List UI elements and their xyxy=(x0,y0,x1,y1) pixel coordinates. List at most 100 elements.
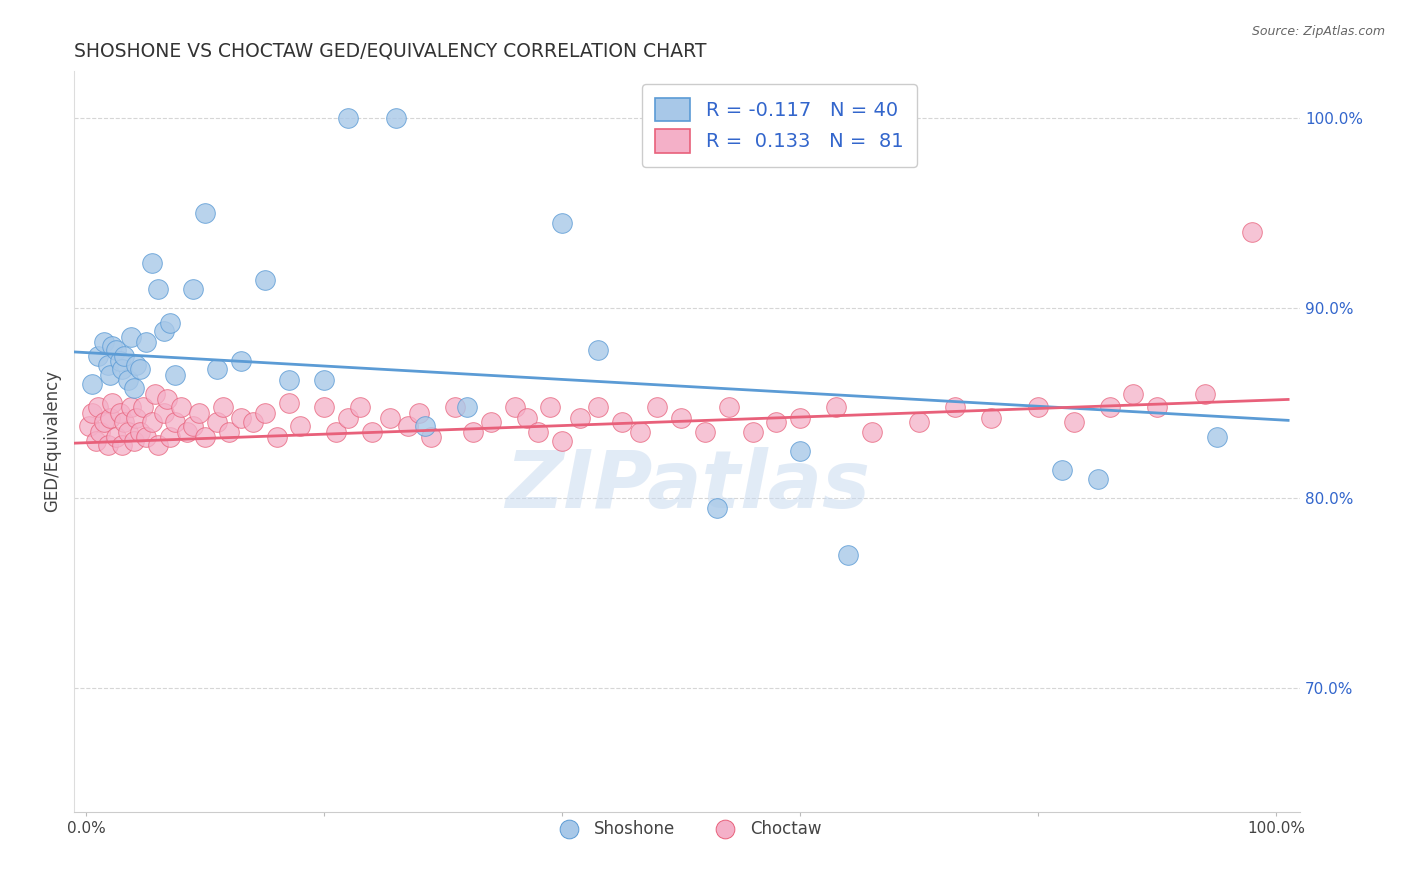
Point xyxy=(908,415,931,429)
Point xyxy=(82,377,104,392)
Point xyxy=(205,415,228,429)
Point xyxy=(360,425,382,439)
Point xyxy=(266,430,288,444)
Point xyxy=(314,400,336,414)
Point xyxy=(551,216,574,230)
Point xyxy=(837,549,859,563)
Point xyxy=(1194,386,1216,401)
Point xyxy=(117,425,139,439)
Point xyxy=(87,349,110,363)
Point xyxy=(84,434,107,449)
Point xyxy=(789,411,811,425)
Point xyxy=(93,415,115,429)
Point xyxy=(569,411,592,425)
Point xyxy=(717,400,740,414)
Point xyxy=(108,354,131,368)
Point xyxy=(104,430,127,444)
Legend: Shoshone, Choctaw: Shoshone, Choctaw xyxy=(546,813,828,845)
Point xyxy=(143,386,166,401)
Point xyxy=(128,362,150,376)
Point xyxy=(152,406,174,420)
Point xyxy=(1026,400,1049,414)
Point xyxy=(229,354,252,368)
Point xyxy=(527,425,550,439)
Point xyxy=(122,434,145,449)
Point xyxy=(120,400,142,414)
Point xyxy=(181,419,204,434)
Point xyxy=(156,392,179,407)
Point xyxy=(277,374,299,388)
Point xyxy=(101,339,124,353)
Point xyxy=(277,396,299,410)
Point xyxy=(111,362,134,376)
Point xyxy=(628,425,651,439)
Point xyxy=(229,411,252,425)
Text: Source: ZipAtlas.com: Source: ZipAtlas.com xyxy=(1251,25,1385,38)
Point xyxy=(87,400,110,414)
Point xyxy=(1241,225,1264,239)
Point xyxy=(479,415,502,429)
Point xyxy=(789,443,811,458)
Point xyxy=(125,358,148,372)
Point xyxy=(125,411,148,425)
Point xyxy=(146,282,169,296)
Point xyxy=(706,500,728,515)
Point xyxy=(860,425,883,439)
Point xyxy=(408,406,430,420)
Point xyxy=(378,411,401,425)
Point xyxy=(337,111,360,125)
Point xyxy=(943,400,966,414)
Point xyxy=(205,362,228,376)
Point xyxy=(1122,386,1144,401)
Y-axis label: GED/Equivalency: GED/Equivalency xyxy=(44,370,60,512)
Point xyxy=(538,400,561,414)
Point xyxy=(101,396,124,410)
Point xyxy=(290,419,312,434)
Point xyxy=(741,425,763,439)
Point xyxy=(170,400,193,414)
Point xyxy=(146,438,169,452)
Point xyxy=(1205,430,1227,444)
Point xyxy=(93,335,115,350)
Point xyxy=(314,374,336,388)
Point xyxy=(253,273,276,287)
Point xyxy=(1087,472,1109,486)
Point xyxy=(194,430,217,444)
Point xyxy=(551,434,574,449)
Point xyxy=(165,415,187,429)
Text: SHOSHONE VS CHOCTAW GED/EQUIVALENCY CORRELATION CHART: SHOSHONE VS CHOCTAW GED/EQUIVALENCY CORR… xyxy=(75,42,707,61)
Point xyxy=(325,425,347,439)
Point xyxy=(89,425,111,439)
Point xyxy=(337,411,360,425)
Point xyxy=(1098,400,1121,414)
Point xyxy=(980,411,1002,425)
Point xyxy=(420,430,443,444)
Point xyxy=(108,406,131,420)
Point xyxy=(218,425,240,439)
Point xyxy=(384,111,406,125)
Point xyxy=(194,206,217,220)
Point xyxy=(98,411,121,425)
Point xyxy=(586,343,609,357)
Point xyxy=(693,425,716,439)
Point xyxy=(141,255,163,269)
Point xyxy=(117,374,139,388)
Text: ZIPatlas: ZIPatlas xyxy=(505,447,870,524)
Point xyxy=(461,425,484,439)
Point xyxy=(98,368,121,382)
Point xyxy=(765,415,787,429)
Point xyxy=(515,411,537,425)
Point xyxy=(456,400,478,414)
Point xyxy=(503,400,526,414)
Point xyxy=(159,430,181,444)
Point xyxy=(349,400,371,414)
Point xyxy=(396,419,419,434)
Point xyxy=(135,335,157,350)
Point xyxy=(610,415,633,429)
Point xyxy=(444,400,467,414)
Point xyxy=(1146,400,1168,414)
Point xyxy=(165,368,187,382)
Point xyxy=(77,419,100,434)
Point xyxy=(586,400,609,414)
Point xyxy=(1050,463,1073,477)
